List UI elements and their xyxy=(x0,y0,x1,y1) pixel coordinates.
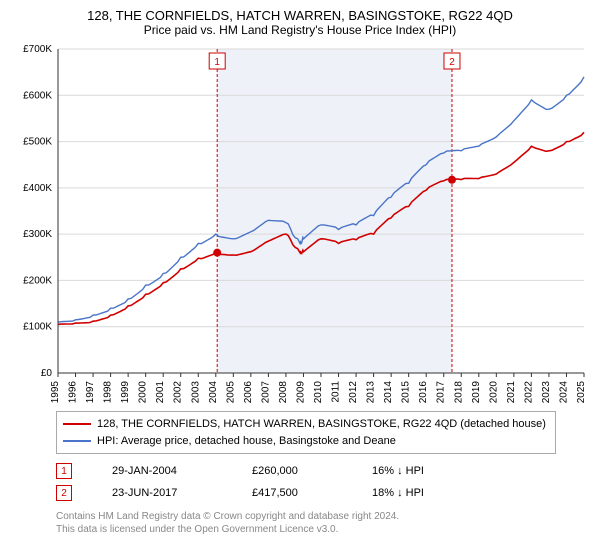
marker-price-2: £417,500 xyxy=(252,487,332,499)
marker-price-1: £260,000 xyxy=(252,465,332,477)
legend-row-hpi: HPI: Average price, detached house, Basi… xyxy=(63,433,549,450)
svg-text:2000: 2000 xyxy=(138,381,149,403)
svg-text:2: 2 xyxy=(449,57,455,68)
svg-text:2007: 2007 xyxy=(260,381,271,403)
legend-label-property: 128, THE CORNFIELDS, HATCH WARREN, BASIN… xyxy=(97,416,546,433)
chart-svg: £0 £100K £200K £300K £400K £500K £600K £700K 199… xyxy=(10,43,590,403)
chart-container: 128, THE CORNFIELDS, HATCH WARREN, BASIN… xyxy=(0,0,600,544)
svg-text:2004: 2004 xyxy=(208,381,219,403)
legend-label-hpi: HPI: Average price, detached house, Basi… xyxy=(97,433,396,450)
svg-text:2025: 2025 xyxy=(576,381,587,403)
svg-text:2023: 2023 xyxy=(541,381,552,403)
chart-subtitle: Price paid vs. HM Land Registry's House … xyxy=(10,23,590,37)
marker-badge-1: 1 xyxy=(56,463,72,479)
footer-line-2: This data is licensed under the Open Gov… xyxy=(56,523,590,536)
svg-text:2017: 2017 xyxy=(436,381,447,403)
svg-text:2022: 2022 xyxy=(523,381,534,403)
svg-text:2014: 2014 xyxy=(383,381,394,403)
svg-text:1997: 1997 xyxy=(85,381,96,403)
legend-row-property: 128, THE CORNFIELDS, HATCH WARREN, BASIN… xyxy=(63,416,549,433)
marker-delta-2: 18% ↓ HPI xyxy=(372,487,424,499)
svg-text:£600K: £600K xyxy=(23,90,52,101)
svg-text:£200K: £200K xyxy=(23,275,52,286)
svg-text:2001: 2001 xyxy=(155,381,166,403)
marker-badge-2: 2 xyxy=(56,485,72,501)
svg-text:2006: 2006 xyxy=(243,381,254,403)
svg-text:2010: 2010 xyxy=(313,381,324,403)
svg-text:£700K: £700K xyxy=(23,44,52,55)
svg-text:2013: 2013 xyxy=(366,381,377,403)
svg-text:2020: 2020 xyxy=(488,381,499,403)
svg-text:2008: 2008 xyxy=(278,381,289,403)
chart-title: 128, THE CORNFIELDS, HATCH WARREN, BASIN… xyxy=(10,8,590,23)
svg-text:2018: 2018 xyxy=(453,381,464,403)
legend-box: 128, THE CORNFIELDS, HATCH WARREN, BASIN… xyxy=(56,411,556,454)
svg-text:2002: 2002 xyxy=(173,381,184,403)
marker-delta-1: 16% ↓ HPI xyxy=(372,465,424,477)
svg-text:2011: 2011 xyxy=(331,381,342,403)
footer: Contains HM Land Registry data © Crown c… xyxy=(56,510,590,536)
svg-text:£300K: £300K xyxy=(23,229,52,240)
marker-date-2: 23-JUN-2017 xyxy=(112,487,212,499)
svg-text:1: 1 xyxy=(214,57,220,68)
svg-text:2015: 2015 xyxy=(401,381,412,403)
svg-text:1999: 1999 xyxy=(120,381,131,403)
marker-row-1: 1 29-JAN-2004 £260,000 16% ↓ HPI xyxy=(56,460,590,482)
marker-date-1: 29-JAN-2004 xyxy=(112,465,212,477)
svg-text:1998: 1998 xyxy=(103,381,114,403)
svg-text:2003: 2003 xyxy=(190,381,201,403)
svg-text:2005: 2005 xyxy=(225,381,236,403)
svg-text:2016: 2016 xyxy=(418,381,429,403)
legend-swatch-property xyxy=(63,423,91,425)
svg-text:2009: 2009 xyxy=(295,381,306,403)
footer-line-1: Contains HM Land Registry data © Crown c… xyxy=(56,510,590,523)
markers-table: 1 29-JAN-2004 £260,000 16% ↓ HPI 2 23-JU… xyxy=(56,460,590,504)
svg-text:£400K: £400K xyxy=(23,183,52,194)
legend-swatch-hpi xyxy=(63,440,91,442)
svg-text:2024: 2024 xyxy=(558,381,569,403)
svg-text:£0: £0 xyxy=(41,368,53,379)
svg-text:2019: 2019 xyxy=(471,381,482,403)
marker-row-2: 2 23-JUN-2017 £417,500 18% ↓ HPI xyxy=(56,482,590,504)
svg-text:£100K: £100K xyxy=(23,322,52,333)
svg-text:2021: 2021 xyxy=(506,381,517,403)
svg-text:1996: 1996 xyxy=(68,381,79,403)
chart-area: £0 £100K £200K £300K £400K £500K £600K £700K 199… xyxy=(10,43,590,403)
svg-text:1995: 1995 xyxy=(50,381,61,403)
svg-text:2012: 2012 xyxy=(348,381,359,403)
svg-text:£500K: £500K xyxy=(23,137,52,148)
